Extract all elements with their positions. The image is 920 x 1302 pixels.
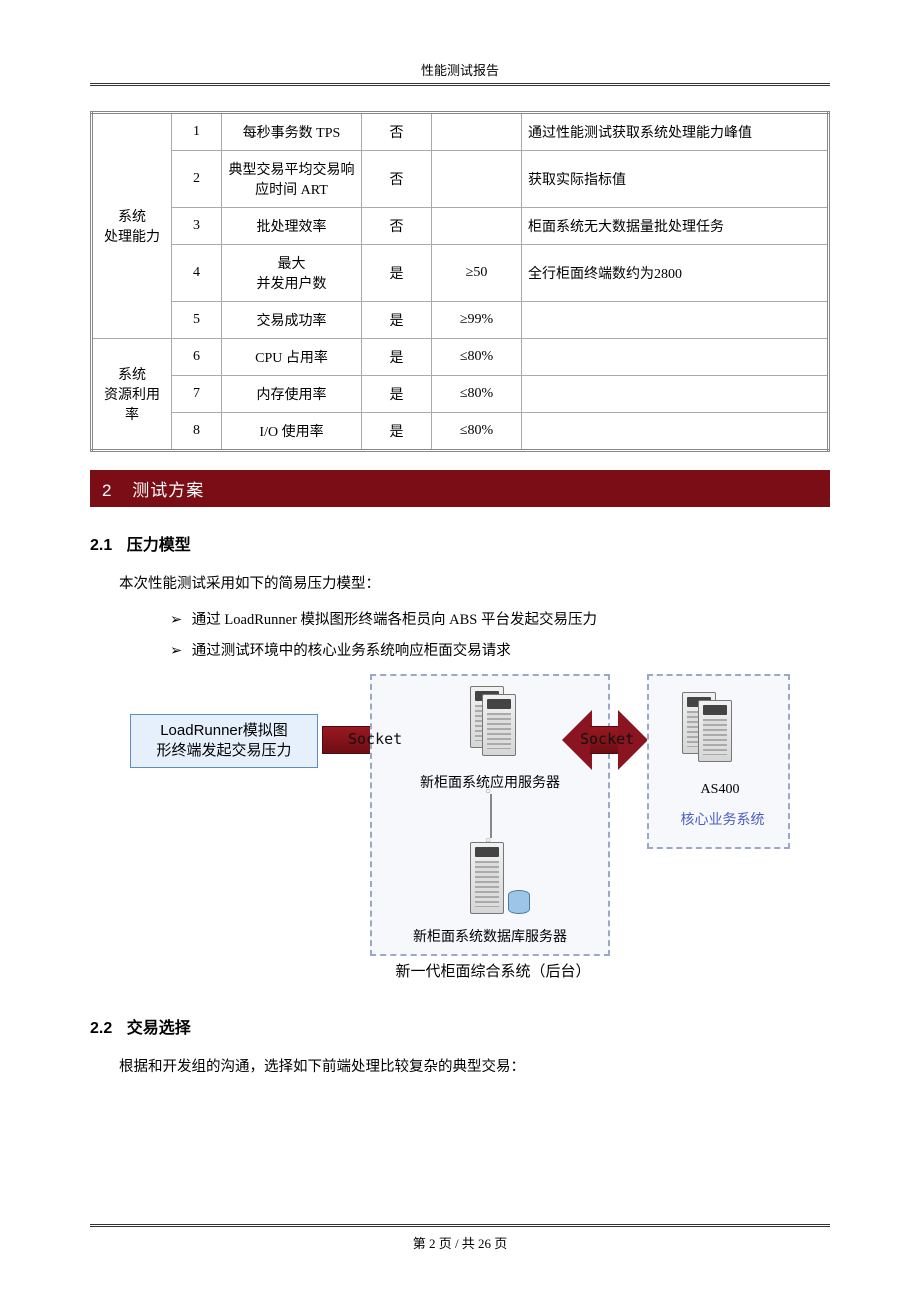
section-title: 测试方案: [132, 481, 204, 500]
yn-cell: 否: [362, 113, 432, 151]
category-cell: 系统 处理能力: [92, 113, 172, 339]
header-title: 性能测试报告: [421, 63, 499, 78]
metric-cell: 典型交易平均交易响应时间 ART: [222, 151, 362, 208]
num-cell: 6: [172, 339, 222, 376]
num-cell: 4: [172, 245, 222, 302]
val-cell: [432, 208, 522, 245]
metric-cell: 批处理效率: [222, 208, 362, 245]
loadrunner-text-l1: LoadRunner模拟图: [160, 721, 288, 741]
val-cell: ≤80%: [432, 413, 522, 451]
socket-label: Socket: [348, 730, 402, 748]
val-cell: ≥99%: [432, 302, 522, 339]
num-cell: 7: [172, 376, 222, 413]
server-icon: [470, 842, 510, 910]
backend-system-label: 新一代柜面综合系统（后台）: [378, 960, 608, 981]
table-row: 4 最大 并发用户数 是 ≥50 全行柜面终端数约为2800: [92, 245, 829, 302]
yn-cell: 是: [362, 376, 432, 413]
bullet-item: 通过测试环境中的核心业务系统响应柜面交易请求: [170, 636, 830, 666]
section-header: 2 测试方案: [90, 470, 830, 507]
note-cell: [522, 302, 829, 339]
page-footer: 第 2 页 / 共 26 页: [90, 1224, 830, 1252]
val-cell: ≤80%: [432, 376, 522, 413]
metric-cell: 每秒事务数 TPS: [222, 113, 362, 151]
note-cell: [522, 339, 829, 376]
note-cell: 全行柜面终端数约为2800: [522, 245, 829, 302]
page-header: 性能测试报告: [90, 60, 830, 86]
num-cell: 8: [172, 413, 222, 451]
metrics-table: 系统 处理能力 1 每秒事务数 TPS 否 通过性能测试获取系统处理能力峰值 2…: [90, 111, 830, 452]
num-cell: 3: [172, 208, 222, 245]
metric-cell: 内存使用率: [222, 376, 362, 413]
val-cell: ≤80%: [432, 339, 522, 376]
loadrunner-text-l2: 形终端发起交易压力: [156, 741, 291, 761]
metric-cell: 交易成功率: [222, 302, 362, 339]
category-cell: 系统 资源利用率: [92, 339, 172, 451]
val-cell: [432, 151, 522, 208]
table-row: 5 交易成功率 是 ≥99%: [92, 302, 829, 339]
note-cell: 获取实际指标值: [522, 151, 829, 208]
footer-text: 第 2 页 / 共 26 页: [413, 1236, 508, 1251]
bullet-list: 通过 LoadRunner 模拟图形终端各柜员向 ABS 平台发起交易压力 通过…: [170, 605, 830, 666]
note-cell: 柜面系统无大数据量批处理任务: [522, 208, 829, 245]
table-row: 8 I/O 使用率 是 ≤80%: [92, 413, 829, 451]
loadrunner-box: LoadRunner模拟图 形终端发起交易压力: [130, 714, 318, 768]
bullet-item: 通过 LoadRunner 模拟图形终端各柜员向 ABS 平台发起交易压力: [170, 605, 830, 635]
num-cell: 1: [172, 113, 222, 151]
table-row: 7 内存使用率 是 ≤80%: [92, 376, 829, 413]
note-cell: [522, 376, 829, 413]
as400-label: AS400: [670, 782, 770, 798]
num-cell: 5: [172, 302, 222, 339]
num-cell: 2: [172, 151, 222, 208]
note-cell: [522, 413, 829, 451]
subsection-number: 2.2: [90, 1020, 112, 1037]
architecture-diagram: LoadRunner模拟图 形终端发起交易压力 Socket 新柜面系统应用服务…: [130, 674, 790, 984]
intro-text: 本次性能测试采用如下的简易压力模型：: [90, 571, 830, 597]
subsection-header: 2.2 交易选择: [90, 1014, 830, 1038]
connector-line-icon: [490, 794, 492, 838]
yn-cell: 否: [362, 208, 432, 245]
subsection-number: 2.1: [90, 537, 112, 554]
socket-label: Socket: [580, 730, 634, 748]
yn-cell: 是: [362, 302, 432, 339]
yn-cell: 是: [362, 339, 432, 376]
yn-cell: 否: [362, 151, 432, 208]
yn-cell: 是: [362, 413, 432, 451]
core-system-label: 核心业务系统: [665, 809, 780, 829]
intro-text: 根据和开发组的沟通，选择如下前端处理比较复杂的典型交易：: [90, 1054, 830, 1080]
subsection-header: 2.1 压力模型: [90, 531, 830, 555]
server-icon: [482, 694, 522, 762]
section-number: 2: [102, 481, 112, 500]
subsection-title: 交易选择: [127, 1020, 191, 1037]
table-row: 3 批处理效率 否 柜面系统无大数据量批处理任务: [92, 208, 829, 245]
subsection-title: 压力模型: [127, 537, 191, 554]
metric-cell: 最大 并发用户数: [222, 245, 362, 302]
val-cell: [432, 113, 522, 151]
table-row: 系统 资源利用率 6 CPU 占用率 是 ≤80%: [92, 339, 829, 376]
server-icon: [698, 700, 738, 768]
val-cell: ≥50: [432, 245, 522, 302]
metric-cell: CPU 占用率: [222, 339, 362, 376]
metric-cell: I/O 使用率: [222, 413, 362, 451]
table-row: 系统 处理能力 1 每秒事务数 TPS 否 通过性能测试获取系统处理能力峰值: [92, 113, 829, 151]
database-icon: [508, 890, 530, 914]
document-page: 性能测试报告 系统 处理能力 1 每秒事务数 TPS 否 通过性能测试获取系统处…: [0, 0, 920, 1302]
table-row: 2 典型交易平均交易响应时间 ART 否 获取实际指标值: [92, 151, 829, 208]
yn-cell: 是: [362, 245, 432, 302]
note-cell: 通过性能测试获取系统处理能力峰值: [522, 113, 829, 151]
db-server-label: 新柜面系统数据库服务器: [390, 926, 590, 946]
